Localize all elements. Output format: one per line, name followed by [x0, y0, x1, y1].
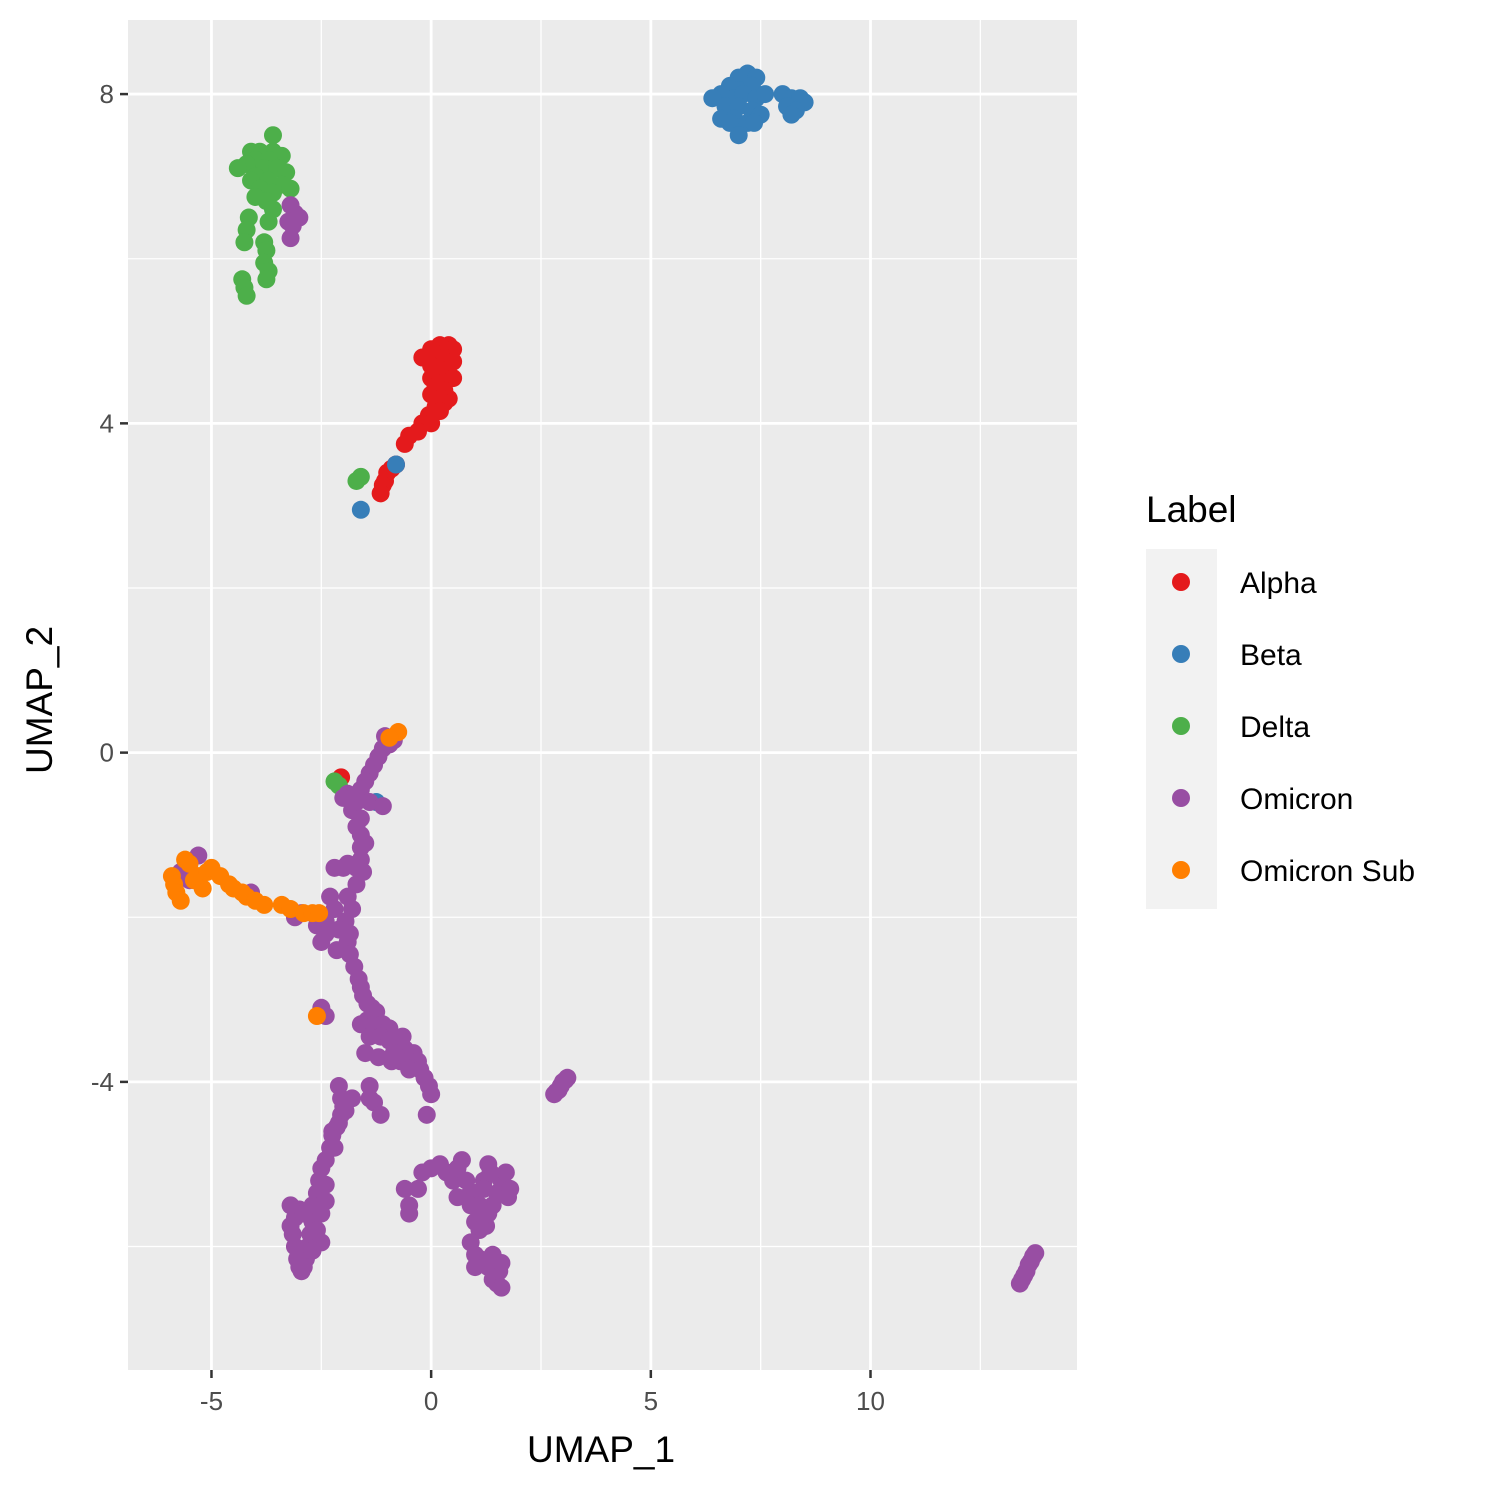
data-point: [417, 1105, 436, 1124]
data-point: [703, 89, 722, 108]
data-point: [393, 1027, 412, 1046]
data-point: [310, 904, 329, 923]
data-point: [395, 434, 414, 453]
y-axis-ticks: -4 0 4 8: [91, 79, 128, 1097]
data-point: [347, 471, 366, 490]
data-point: [373, 797, 392, 816]
data-point: [400, 1204, 419, 1223]
data-point: [422, 1085, 441, 1104]
major-gridlines: [128, 20, 1077, 1370]
x-axis-ticks: -5 0 5 10: [200, 1370, 885, 1416]
data-point: [171, 891, 190, 910]
data-point: [496, 1163, 515, 1182]
legend-label: Delta: [1240, 711, 1310, 744]
data-point: [237, 286, 256, 305]
data-point: [312, 932, 331, 951]
x-axis-title: UMAP_1: [527, 1429, 675, 1470]
data-points: [162, 64, 1045, 1297]
data-point: [782, 105, 801, 124]
x-tick-label: -5: [200, 1386, 223, 1416]
data-point: [343, 1089, 362, 1108]
series-delta: [228, 126, 370, 795]
legend-key: [1172, 645, 1190, 663]
minor-gridlines: [128, 20, 1077, 1370]
data-point: [452, 1151, 471, 1170]
data-point: [408, 1179, 427, 1198]
data-point: [384, 1044, 403, 1063]
data-point: [745, 113, 764, 132]
data-point: [259, 212, 278, 231]
series-omicron-sub: [162, 723, 408, 1026]
data-point: [474, 1179, 493, 1198]
data-point: [499, 1188, 518, 1207]
data-point: [235, 233, 254, 252]
series-alpha: [332, 336, 463, 787]
legend-label: Alpha: [1240, 567, 1317, 600]
legend-key: [1172, 717, 1190, 735]
data-point: [492, 1278, 511, 1297]
legend-key: [1172, 861, 1190, 879]
x-tick-label: 0: [424, 1386, 438, 1416]
legend-label: Beta: [1240, 639, 1302, 672]
data-point: [257, 270, 276, 289]
legend: Label Alpha Beta Delta Omicron Omicron Sub: [1146, 489, 1415, 909]
legend-key: [1172, 789, 1190, 807]
data-point: [387, 455, 406, 474]
data-point: [558, 1068, 577, 1087]
data-point: [371, 1105, 390, 1124]
data-point: [395, 1179, 414, 1198]
legend-key: [1172, 573, 1190, 591]
x-tick-label: 5: [644, 1386, 658, 1416]
x-tick-label: 10: [856, 1386, 885, 1416]
data-point: [281, 1196, 300, 1215]
data-point: [360, 1077, 379, 1096]
data-point: [483, 1245, 502, 1264]
data-point: [281, 229, 300, 248]
data-point: [371, 484, 390, 503]
y-tick-label: 0: [100, 738, 114, 768]
data-point: [316, 1175, 335, 1194]
data-point: [756, 85, 775, 104]
data-point: [316, 1192, 335, 1211]
data-point: [325, 1138, 344, 1157]
data-point: [351, 838, 370, 857]
data-point: [479, 1155, 498, 1174]
data-point: [1026, 1244, 1045, 1263]
y-tick-label: -4: [91, 1067, 114, 1097]
data-point: [307, 1007, 326, 1026]
data-point: [263, 126, 282, 145]
legend-label: Omicron Sub: [1240, 855, 1415, 888]
data-point: [281, 179, 300, 198]
data-point: [422, 414, 441, 433]
data-point: [334, 858, 353, 877]
data-point: [466, 1258, 485, 1277]
data-point: [228, 159, 247, 178]
y-axis-title: UMAP_2: [19, 626, 60, 774]
y-tick-label: 4: [100, 408, 114, 438]
data-point: [729, 126, 748, 145]
data-point: [380, 728, 399, 747]
legend-items: Alpha Beta Delta Omicron Omicron Sub: [1172, 567, 1415, 888]
legend-title: Label: [1146, 489, 1237, 530]
legend-label: Omicron: [1240, 783, 1353, 816]
data-point: [255, 895, 274, 914]
data-point: [303, 1241, 322, 1260]
y-tick-label: 8: [100, 79, 114, 109]
data-point: [351, 500, 370, 519]
data-point: [356, 1044, 375, 1063]
